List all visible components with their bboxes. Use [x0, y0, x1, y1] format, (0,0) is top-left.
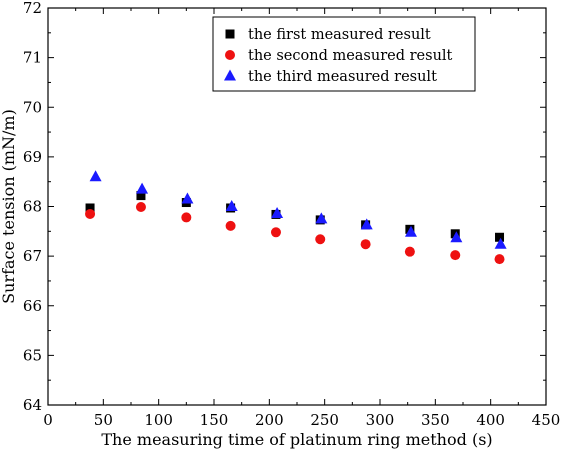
- x-tick-label: 250: [310, 411, 339, 429]
- data-point-triangle: [404, 225, 417, 237]
- series-2: [85, 201, 505, 265]
- x-tick-label: 0: [43, 411, 53, 429]
- data-point-triangle: [181, 192, 194, 204]
- x-tick-label: 150: [200, 411, 229, 429]
- x-tick-label: 450: [532, 411, 561, 429]
- y-axis-title: Surface tension (mN/m): [0, 109, 18, 304]
- data-point-square: [495, 232, 505, 242]
- data-point-circle: [135, 201, 146, 212]
- data-point-circle: [360, 239, 371, 250]
- legend-label: the first measured result: [248, 27, 431, 43]
- x-tick-label: 100: [144, 411, 173, 429]
- y-tick-label: 70: [23, 98, 42, 116]
- legend-marker-square: [225, 29, 235, 39]
- data-point-circle: [494, 254, 505, 265]
- legend-marker-circle: [225, 50, 235, 60]
- legend-box: [212, 16, 476, 92]
- data-point-triangle: [89, 170, 102, 182]
- data-point-triangle: [494, 237, 507, 249]
- y-tick-label: 67: [23, 247, 42, 265]
- legend-label: the third measured result: [248, 69, 437, 85]
- data-point-triangle: [136, 182, 149, 194]
- x-tick-label: 200: [255, 411, 284, 429]
- data-point-triangle: [315, 212, 328, 224]
- data-point-circle: [404, 246, 415, 257]
- x-axis-title: The measuring time of platinum ring meth…: [101, 430, 492, 449]
- y-tick-label: 68: [23, 198, 42, 216]
- data-point-circle: [181, 212, 192, 223]
- data-point-triangle: [360, 218, 373, 230]
- series-3: [89, 170, 507, 249]
- data-point-circle: [315, 234, 326, 245]
- data-point-circle: [85, 208, 96, 219]
- legend-label: the second measured result: [248, 48, 453, 64]
- y-tick-label: 64: [23, 396, 42, 414]
- data-point-square: [85, 203, 95, 213]
- axes: 0 50 100 150 200 250 300 350 400 450 64 65 66 67 68 69 7…: [23, 0, 560, 429]
- x-tick-label: 350: [421, 411, 450, 429]
- series-1: [85, 191, 505, 242]
- y-tick-label: 71: [23, 49, 42, 67]
- legend-marker-triangle: [224, 69, 236, 81]
- data-points: [85, 170, 507, 265]
- y-tick-label: 69: [23, 148, 42, 166]
- data-point-circle: [450, 250, 461, 261]
- y-tick-label: 72: [23, 0, 42, 17]
- x-tick-label: 400: [476, 411, 505, 429]
- data-point-triangle: [450, 231, 463, 243]
- data-point-circle: [225, 220, 236, 231]
- data-point-square: [136, 191, 146, 201]
- y-tick-label: 66: [23, 297, 42, 315]
- y-tick-label: 65: [23, 346, 42, 364]
- data-point-triangle: [271, 206, 284, 218]
- data-point-triangle: [225, 200, 238, 211]
- x-tick-label: 300: [366, 411, 395, 429]
- x-tick-label: 50: [94, 411, 113, 429]
- legend: the first measured result the second meas…: [212, 16, 476, 92]
- data-point-circle: [270, 227, 281, 238]
